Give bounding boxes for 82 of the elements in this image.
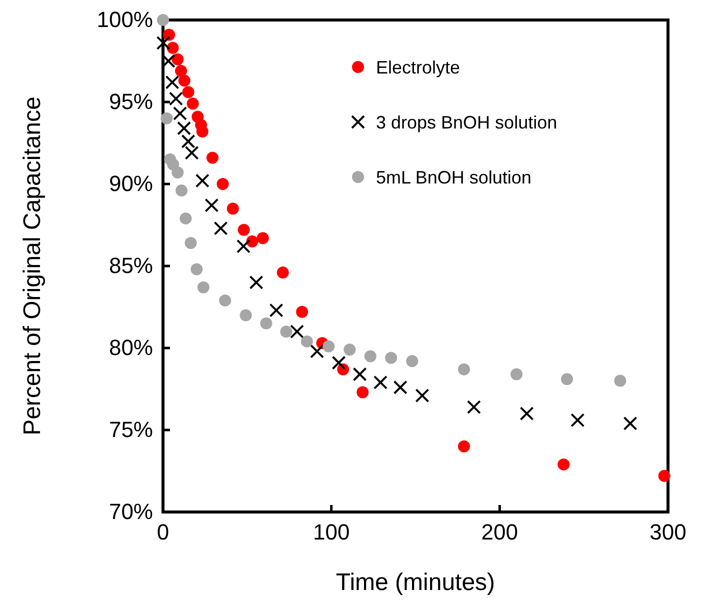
point [364,350,376,362]
point [160,112,173,124]
point [186,98,199,110]
point [520,406,534,421]
point [393,380,408,394]
x-tick-label: 300 [650,520,686,545]
point [240,309,252,322]
point [197,281,210,294]
point [300,335,313,348]
y-tick-label: 90% [108,171,153,196]
point [510,368,522,380]
point [180,212,192,224]
point [238,224,250,236]
point [166,42,179,54]
point [373,375,388,390]
point [322,340,335,352]
point [356,386,369,398]
legend-label: 3 drops BnOH solution [376,112,558,132]
point [352,367,367,382]
point [558,458,570,470]
point [466,400,481,414]
point [184,237,197,250]
point [175,64,188,77]
point [256,232,269,244]
point [260,317,272,330]
point [173,106,187,120]
point [190,263,203,276]
y-tick-label: 85% [108,253,153,278]
point [195,174,210,188]
point [236,239,250,254]
point [290,324,304,339]
point [157,14,169,26]
x-tick-label: 100 [312,520,350,545]
point [165,75,180,90]
point [182,86,194,98]
point [406,355,418,368]
point [172,53,184,66]
point [658,470,670,482]
point [206,152,218,164]
y-tick-label: 70% [108,499,153,524]
point [184,146,199,160]
point [614,374,626,387]
point [219,294,232,306]
point [332,356,346,370]
y-tick-label: 80% [108,335,153,360]
y-tick-label: 75% [108,417,153,442]
point [415,388,430,403]
point [181,134,196,148]
point [276,266,289,279]
point [196,126,208,138]
point [458,363,470,376]
point [269,303,284,318]
point [214,221,228,236]
x-tick-label: 0 [156,520,170,545]
point [280,326,292,338]
y-axis-title: Percent of Original Capacitance [19,96,46,436]
point [296,306,308,318]
y-tick-label: 100% [96,7,153,32]
point [570,413,585,428]
legend-label: Electrolyte [376,57,460,78]
point [172,166,184,179]
point [385,352,398,364]
point [177,121,192,136]
x-axis-title: Time (minutes) [336,569,496,596]
point [168,92,183,106]
point [310,344,324,358]
point [226,202,239,215]
y-tick-label: 95% [108,89,153,114]
point [156,36,170,50]
point [561,373,573,386]
point [458,440,470,452]
legend-label: 5mL BnOH solution [376,167,532,188]
point [178,74,190,87]
point [623,416,638,430]
point [204,198,219,212]
x-tick-label: 200 [481,520,518,545]
point [163,28,176,41]
point [249,275,264,290]
point [344,344,356,356]
point [176,184,188,197]
point [337,363,350,376]
point [216,178,229,190]
